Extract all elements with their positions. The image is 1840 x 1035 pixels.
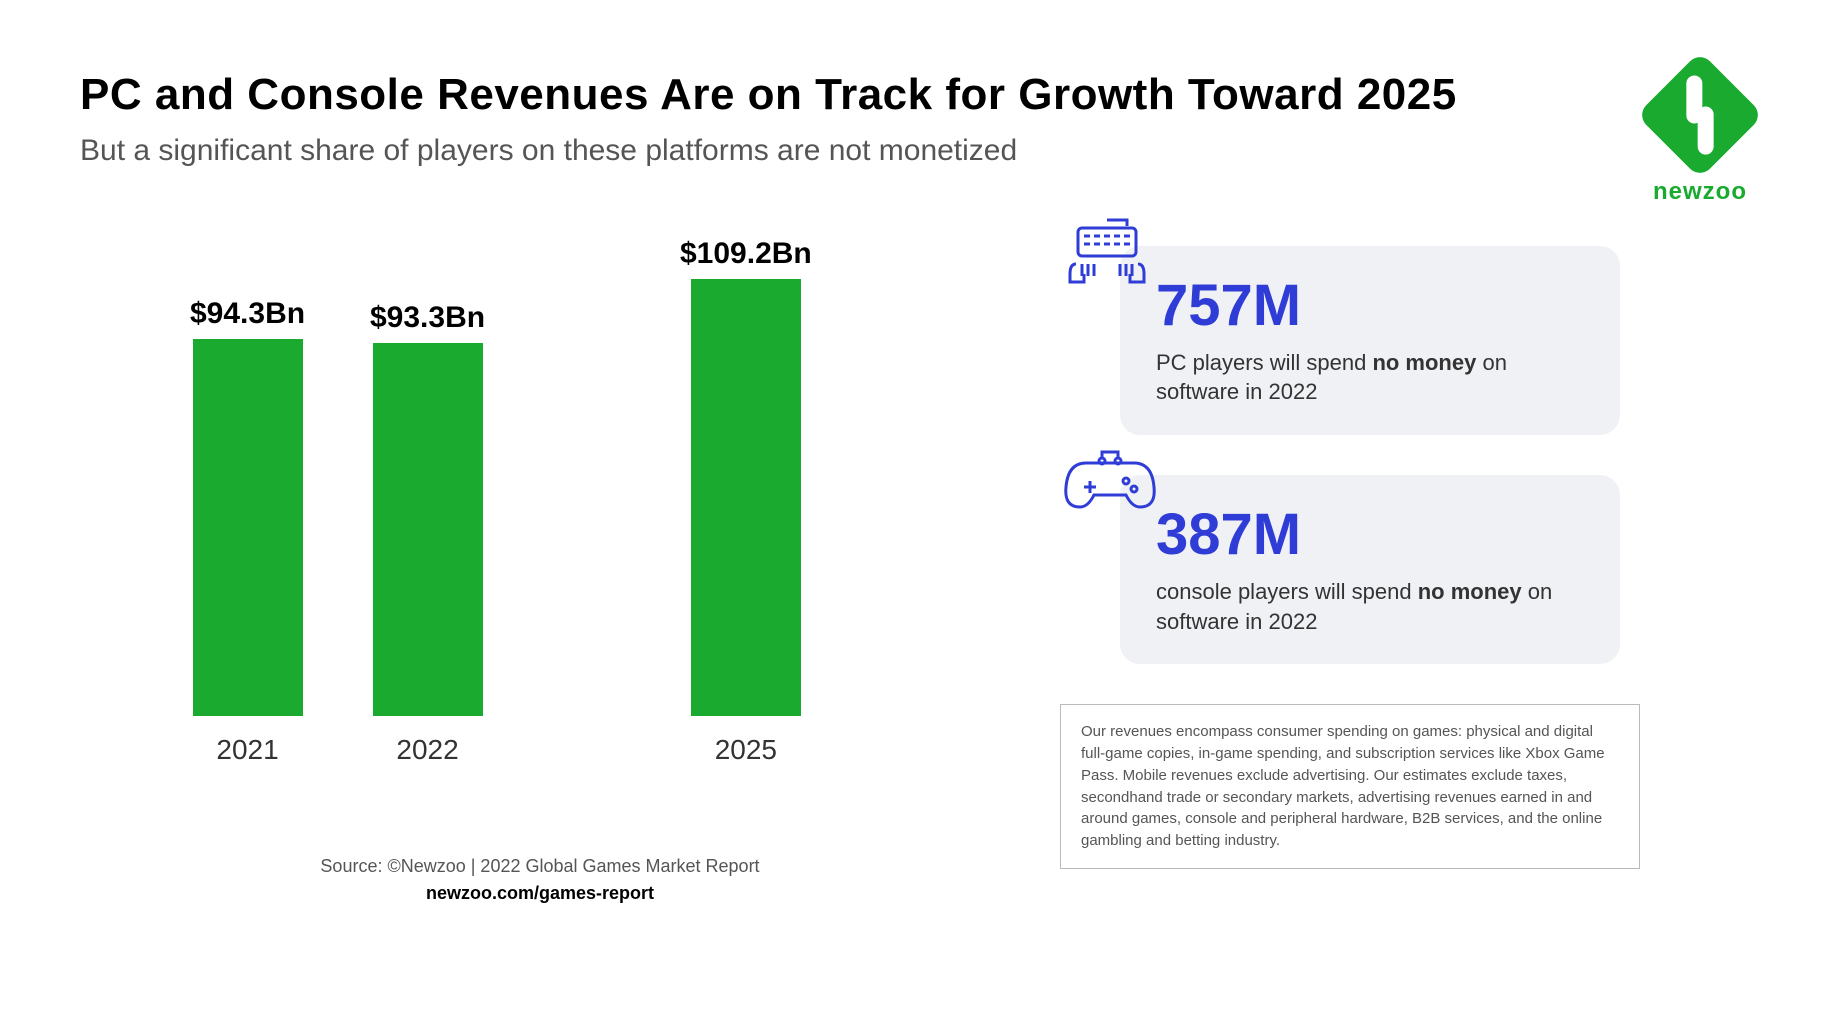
- keyboard-hands-icon: [1062, 218, 1152, 288]
- callout-pc-players: 757M PC players will spend no money on s…: [1120, 246, 1620, 435]
- callouts-column: 757M PC players will spend no money on s…: [1000, 246, 1760, 904]
- newzoo-logo-icon: [1636, 51, 1763, 178]
- desc-pre: PC players will spend: [1156, 350, 1372, 375]
- header: PC and Console Revenues Are on Track for…: [80, 70, 1760, 206]
- revenue-bar-chart: $94.3Bn2021$93.3Bn2022$109.2Bn2025 Sourc…: [80, 246, 1000, 904]
- content-row: $94.3Bn2021$93.3Bn2022$109.2Bn2025 Sourc…: [80, 246, 1760, 904]
- bar-value-label: $109.2Bn: [680, 237, 812, 271]
- callout-console-players: 387M console players will spend no money…: [1120, 475, 1620, 664]
- gamepad-icon: [1062, 447, 1158, 511]
- callout-desc: console players will spend no money on s…: [1156, 577, 1584, 636]
- bar-category-label: 2022: [396, 734, 458, 766]
- callout-stat: 387M: [1156, 503, 1584, 567]
- desc-bold: no money: [1372, 350, 1476, 375]
- bar-value-label: $94.3Bn: [190, 297, 305, 331]
- page: PC and Console Revenues Are on Track for…: [0, 0, 1840, 1035]
- page-subtitle: But a significant share of players on th…: [80, 134, 1640, 168]
- source-text: Source: ©Newzoo | 2022 Global Games Mark…: [80, 856, 1000, 877]
- bar: [691, 279, 801, 716]
- newzoo-logo-text: newzoo: [1640, 178, 1760, 206]
- bar-group: $109.2Bn 2025: [680, 237, 812, 766]
- bar: [373, 343, 483, 716]
- source-link: newzoo.com/games-report: [80, 883, 1000, 904]
- bar-category-label: 2025: [715, 734, 777, 766]
- desc-pre: console players will spend: [1156, 579, 1418, 604]
- bars-container: $94.3Bn2021$93.3Bn2022$109.2Bn2025: [80, 246, 1000, 766]
- newzoo-logo: newzoo: [1640, 70, 1760, 206]
- source-block: Source: ©Newzoo | 2022 Global Games Mark…: [80, 856, 1000, 904]
- bar-group: $94.3Bn 2021: [190, 297, 305, 766]
- bar-category-label: 2021: [216, 734, 278, 766]
- title-block: PC and Console Revenues Are on Track for…: [80, 70, 1640, 168]
- bar-group: $93.3Bn 2022: [370, 301, 485, 766]
- bar-value-label: $93.3Bn: [370, 301, 485, 335]
- desc-bold: no money: [1418, 579, 1522, 604]
- bar: [193, 339, 303, 716]
- callout-stat: 757M: [1156, 274, 1584, 338]
- callout-desc: PC players will spend no money on softwa…: [1156, 348, 1584, 407]
- footnote-box: Our revenues encompass consumer spending…: [1060, 704, 1640, 869]
- page-title: PC and Console Revenues Are on Track for…: [80, 70, 1640, 120]
